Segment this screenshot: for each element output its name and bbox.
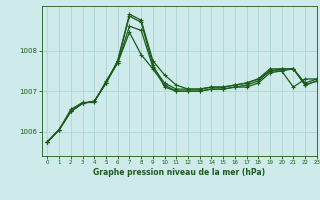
X-axis label: Graphe pression niveau de la mer (hPa): Graphe pression niveau de la mer (hPa) [93,168,265,177]
